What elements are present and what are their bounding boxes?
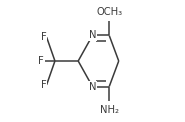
Text: NH₂: NH₂ xyxy=(100,105,119,115)
Text: N: N xyxy=(89,82,96,92)
Text: OCH₃: OCH₃ xyxy=(96,7,122,17)
Text: F: F xyxy=(41,80,46,90)
Text: F: F xyxy=(38,56,44,66)
Text: F: F xyxy=(41,32,46,42)
Text: N: N xyxy=(89,30,96,40)
